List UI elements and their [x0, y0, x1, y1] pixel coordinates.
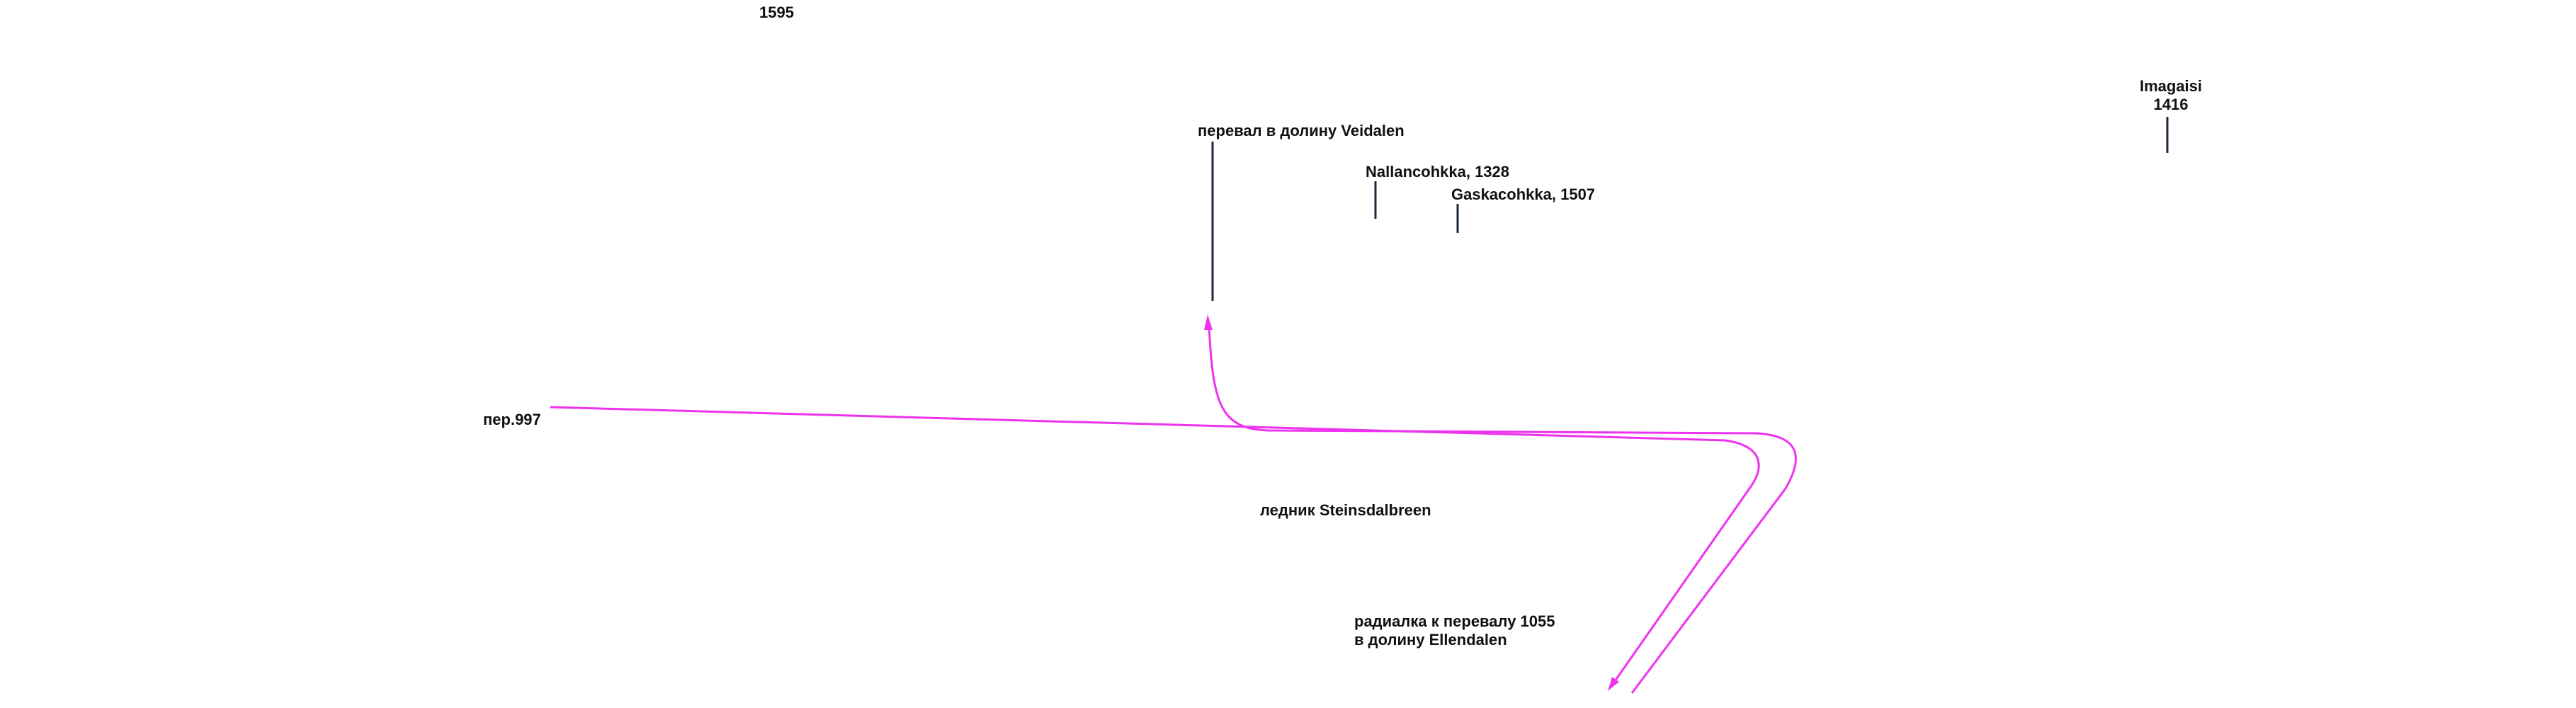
route-note: в долину Ellendalen [1354, 631, 1507, 649]
route-arrow [1608, 677, 1619, 691]
route-note: радиалка к перевалу 1055 [1354, 612, 1555, 630]
route-arrow [1204, 314, 1213, 330]
glacier-label: ледник Steinsdalbreen [1260, 501, 1431, 519]
route-path [550, 406, 1760, 682]
pass-label: перевал в долину Veidalen [1198, 122, 1405, 139]
peak-label: Nallancohkka, 1328 [1366, 163, 1509, 181]
peak-label: Gaskacohkka, 1507 [1451, 185, 1595, 203]
peak-label: 1595 [759, 4, 794, 21]
pass-label: пер.997 [483, 411, 541, 428]
route-path [1208, 324, 1797, 694]
peak-height: 1416 [2154, 96, 2189, 113]
peak-label: Imagaisi [2140, 77, 2202, 95]
